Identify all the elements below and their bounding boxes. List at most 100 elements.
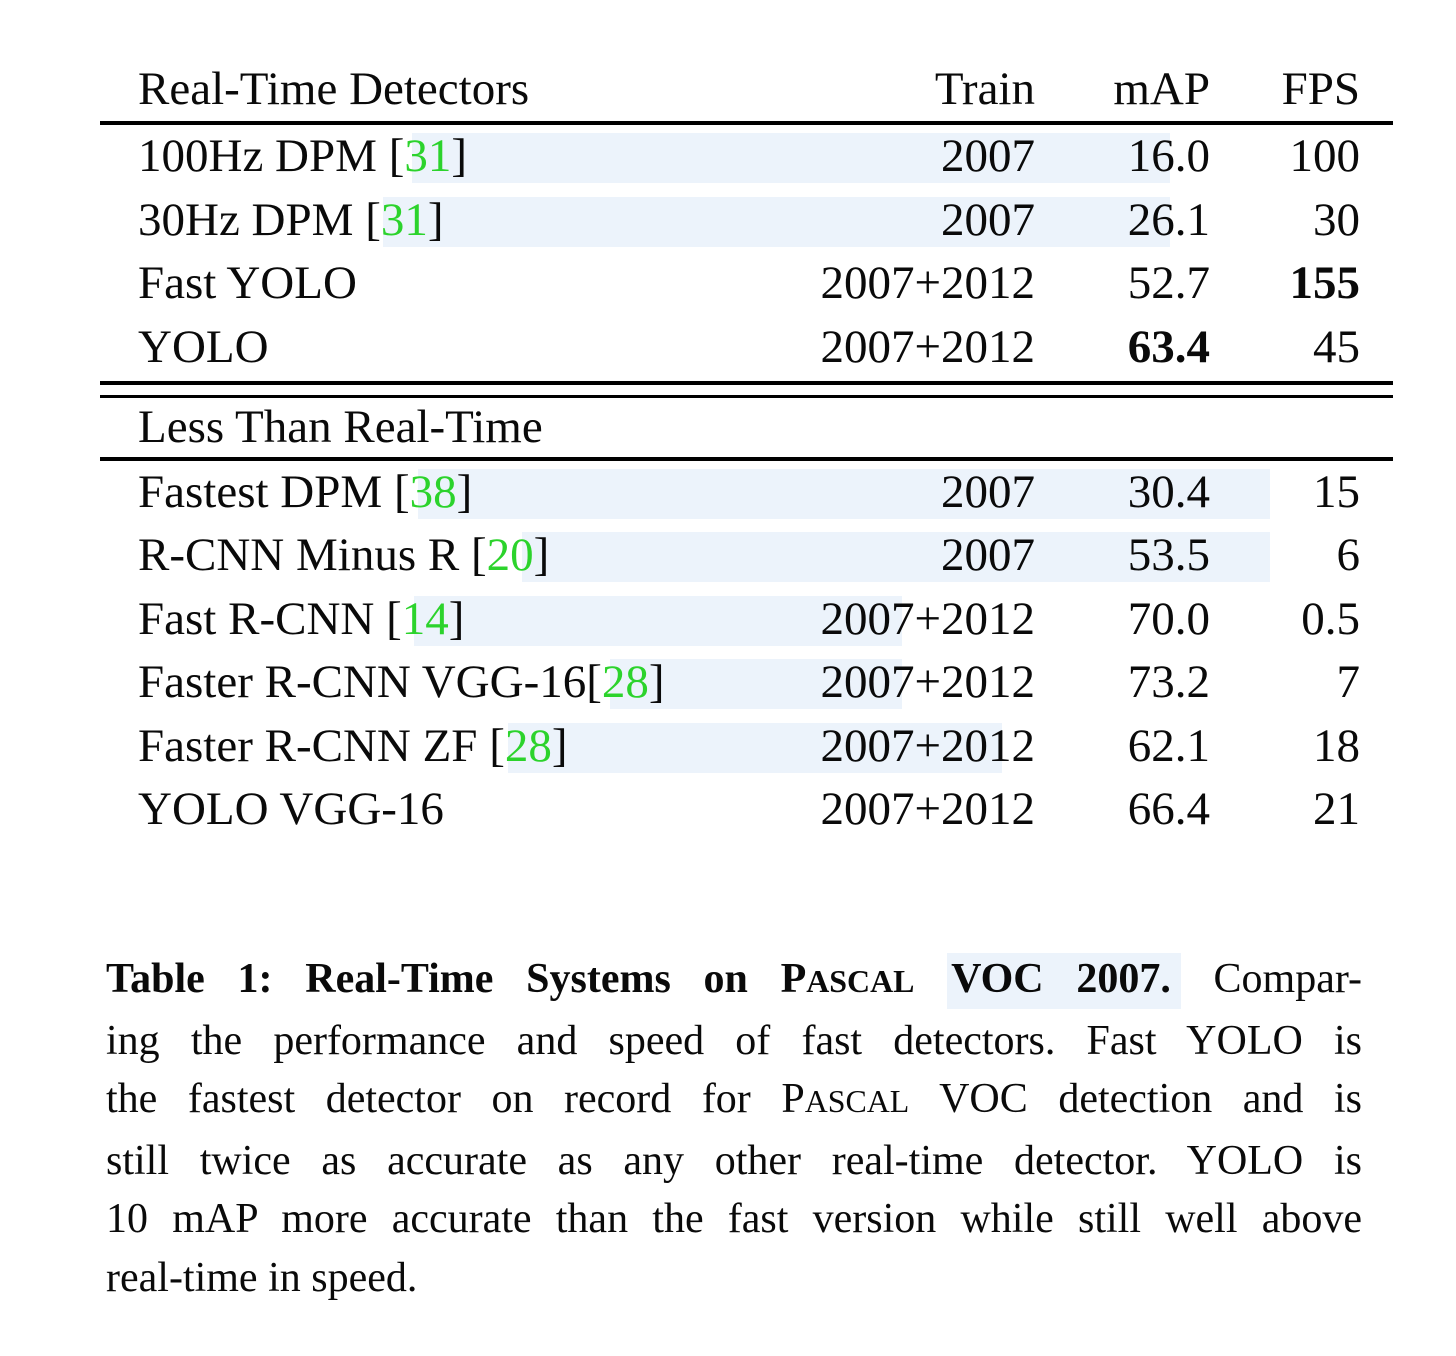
table-row: Faster R-CNN VGG-16[28] 2007+2012 73.2 7	[100, 651, 1393, 715]
cite-bracket: [	[489, 719, 505, 772]
train-cell: 2007	[941, 193, 1035, 246]
row-name: 30Hz DPM	[138, 193, 366, 246]
cite-bracket: ]	[456, 465, 473, 518]
table-row: Fast R-CNN [14] 2007+2012 70.0 0.5	[100, 588, 1393, 652]
cite-bracket: ]	[427, 193, 444, 246]
train-cell: 2007+2012	[820, 592, 1035, 645]
results-table: Real-Time Detectors Train mAP FPS 100Hz …	[100, 58, 1393, 842]
train-cell: 2007	[941, 465, 1035, 518]
caption-title-smallcaps: ASCAL	[806, 964, 915, 999]
fps-cell: 7	[1336, 656, 1361, 708]
section-rule	[100, 457, 1393, 461]
link-highlight	[418, 468, 1270, 519]
header-detector: Real-Time Detectors	[138, 63, 530, 115]
section-double-rule-top	[100, 381, 1393, 385]
table-row: 30Hz DPM [31] 2007 26.1 30	[100, 189, 1393, 253]
caption-line-3: the fastest detector on record for PASCA…	[106, 1070, 1362, 1132]
section-double-rule-bottom	[100, 394, 1393, 398]
train-cell: 2007+2012	[820, 257, 1035, 309]
fps-cell: 30	[1313, 193, 1360, 246]
map-cell: 73.2	[1127, 656, 1210, 708]
map-cell: 52.7	[1127, 257, 1210, 309]
cite-bracket: [	[388, 130, 405, 182]
row-name: YOLO	[138, 320, 269, 373]
cite-bracket: [	[586, 656, 602, 708]
caption-text-smallcaps: ASCAL	[804, 1084, 910, 1119]
caption-title: P	[780, 956, 807, 1002]
row-name: YOLO VGG-16	[138, 783, 444, 835]
row-name: Fast R-CNN	[138, 592, 387, 645]
rule-gap	[100, 385, 1393, 395]
header-rule	[100, 121, 1393, 125]
link-highlight	[522, 532, 1270, 582]
fps-cell: 45	[1313, 320, 1360, 373]
header-fps: FPS	[1281, 63, 1360, 115]
caption-text: the fastest detector on record for	[106, 1076, 782, 1122]
row-name: Faster R-CNN ZF	[138, 719, 490, 772]
table-row: Fastest DPM [38] 2007 30.4 15	[100, 461, 1393, 525]
caption-line-5: 10 mAP more accurate than the fast versi…	[106, 1196, 1362, 1242]
cite-bracket: ]	[451, 130, 467, 182]
cite-bracket: ]	[648, 656, 665, 708]
caption-text: VOC detection and is	[909, 1076, 1362, 1122]
citation-link[interactable]: 31	[380, 193, 428, 246]
map-cell: 53.5	[1127, 529, 1210, 581]
row-name: Fast YOLO	[138, 257, 357, 309]
caption-text: Compar-	[1180, 956, 1362, 1002]
citation-link[interactable]: 28	[504, 719, 552, 772]
caption-title: Real-Time Systems on	[305, 956, 781, 1002]
caption-text: P	[781, 1076, 805, 1122]
caption-title-highlighted[interactable]: VOC 2007.	[947, 953, 1181, 1009]
train-cell: 2007	[941, 529, 1035, 581]
table-row: YOLO 2007+2012 63.4 45	[100, 316, 1393, 380]
link-highlight	[383, 196, 1170, 247]
table-caption: Table 1: Real-Time Systems on PASCAL VOC…	[106, 950, 1362, 1307]
fps-cell: 6	[1336, 529, 1361, 581]
fps-cell: 21	[1313, 783, 1360, 835]
fps-cell: 18	[1313, 719, 1360, 772]
fps-cell: 15	[1313, 465, 1360, 518]
link-highlight	[610, 659, 902, 709]
caption-label: Table 1:	[106, 956, 306, 1002]
table-row: YOLO VGG-16 2007+2012 66.4 21	[100, 778, 1393, 842]
train-cell: 2007+2012	[820, 656, 1035, 708]
cite-bracket: [	[393, 465, 410, 518]
map-cell: 30.4	[1127, 465, 1210, 518]
row-name: Fastest DPM	[138, 465, 394, 518]
train-cell: 2007	[941, 130, 1035, 182]
table-row: R-CNN Minus R [20] 2007 53.5 6	[100, 524, 1393, 588]
fps-cell-best: 155	[1289, 257, 1361, 309]
cite-bracket: ]	[448, 592, 465, 645]
cite-bracket: ]	[551, 719, 568, 772]
train-cell: 2007+2012	[820, 320, 1035, 373]
caption-line-2: ing the performance and speed of fast de…	[106, 1017, 1362, 1064]
link-highlight	[412, 133, 1170, 183]
map-cell: 16.0	[1127, 130, 1210, 182]
cite-bracket: [	[386, 592, 402, 645]
citation-link[interactable]: 14	[401, 592, 449, 645]
citation-link[interactable]: 31	[404, 130, 452, 182]
caption-line-6: real-time in speed.	[106, 1254, 418, 1301]
cite-bracket: ]	[533, 529, 550, 581]
section-label: Less Than Real-Time	[138, 401, 543, 453]
caption-line-4: still twice as accurate as any other rea…	[106, 1137, 1362, 1184]
map-cell: 66.4	[1127, 783, 1210, 835]
row-name: R-CNN Minus R	[138, 529, 471, 581]
fps-cell: 100	[1289, 130, 1361, 182]
map-cell: 70.0	[1127, 592, 1210, 645]
caption-title	[914, 956, 947, 1002]
citation-link[interactable]: 38	[409, 465, 457, 518]
caption-line-1: Table 1: Real-Time Systems on PASCAL VOC…	[106, 950, 1362, 1012]
link-highlight	[414, 595, 902, 646]
map-cell: 62.1	[1127, 719, 1210, 772]
map-cell: 26.1	[1127, 193, 1210, 246]
row-name: 100Hz DPM	[138, 130, 389, 182]
train-cell: 2007+2012	[820, 783, 1035, 835]
citation-link[interactable]: 20	[486, 529, 534, 581]
link-highlight	[508, 722, 1002, 773]
table-row: Fast YOLO 2007+2012 52.7 155	[100, 252, 1393, 316]
header-map: mAP	[1113, 63, 1210, 115]
citation-link[interactable]: 28	[601, 656, 649, 708]
header-train: Train	[934, 63, 1035, 115]
